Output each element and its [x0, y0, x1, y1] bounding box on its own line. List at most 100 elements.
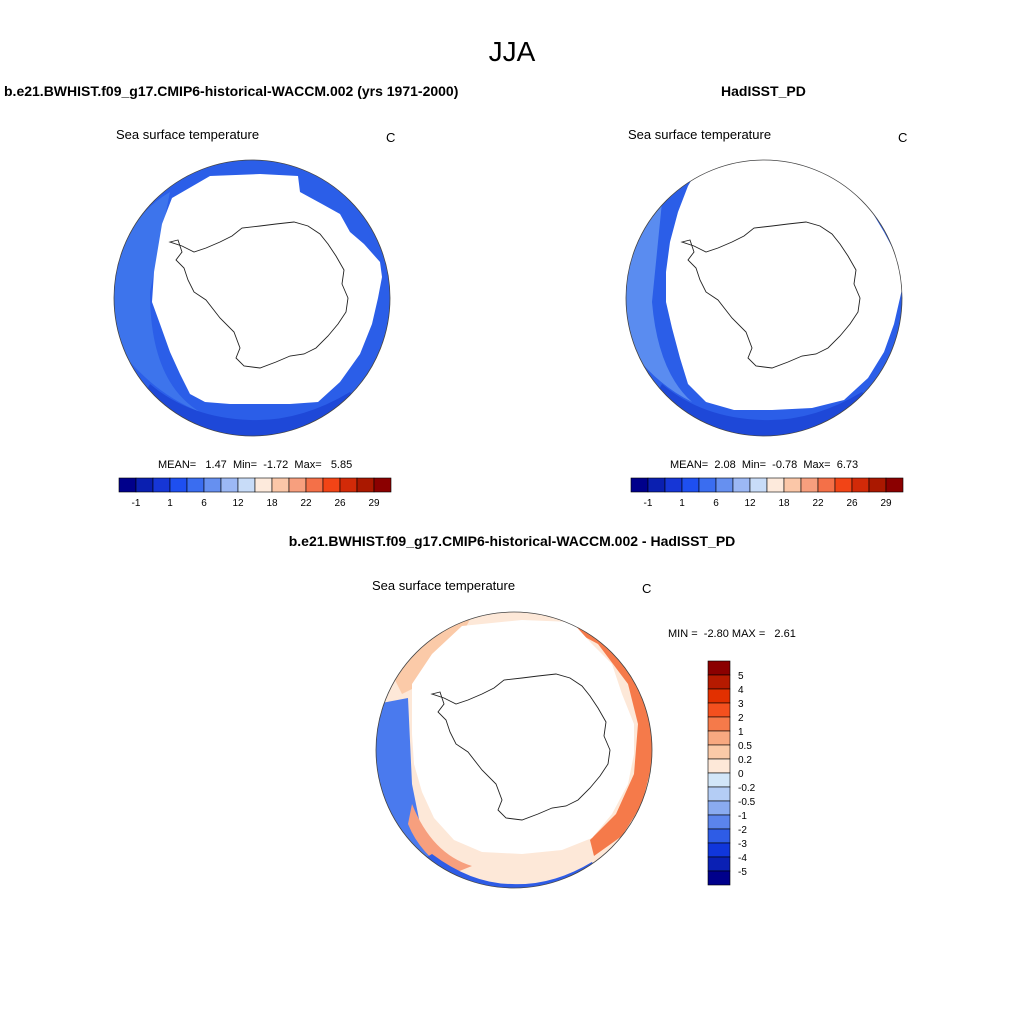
colorbar-cell — [707, 842, 731, 858]
colorbar-cell — [885, 477, 904, 493]
model-min-value: -1.72 — [263, 459, 289, 471]
colorbar-cell — [707, 772, 731, 788]
model-min-label: Min= — [232, 459, 258, 471]
obs-units-label: C — [898, 130, 908, 145]
colorbar-cell — [707, 758, 731, 774]
colorbar-tick-label: 4 — [738, 685, 744, 696]
colorbar-tick-label: -4 — [738, 853, 747, 864]
colorbar-cell — [707, 730, 731, 746]
diff-variable-label: Sea surface temperature — [372, 578, 516, 593]
colorbar-cell — [664, 477, 683, 493]
obs-polar-map — [625, 159, 903, 437]
colorbar-cell — [339, 477, 358, 493]
colorbar-cell — [851, 477, 870, 493]
model-sea-ice-mask — [152, 174, 382, 404]
colorbar-cell — [630, 477, 649, 493]
colorbar-tick-label: -0.5 — [738, 797, 756, 808]
colorbar-cell — [707, 660, 731, 676]
colorbar-tick-label: 3 — [738, 699, 744, 710]
colorbar-cell — [715, 477, 734, 493]
colorbar-cell — [817, 477, 836, 493]
obs-variable-label: Sea surface temperature — [628, 127, 772, 142]
obs-mean-value: 2.08 — [714, 459, 736, 471]
colorbar-cell — [800, 477, 819, 493]
colorbar-cell — [186, 477, 205, 493]
colorbar-cell — [868, 477, 887, 493]
diff-polar-map — [375, 611, 653, 889]
obs-panel-title: HadISST_PD — [721, 83, 806, 99]
colorbar-tick-label: 18 — [266, 498, 278, 509]
colorbar-tick-label: -3 — [738, 839, 747, 850]
model-warm-region — [114, 192, 200, 412]
model-mean-label: MEAN= — [158, 459, 197, 471]
diff-antarctica-coastline — [430, 673, 611, 821]
model-max-value: 5.85 — [330, 459, 353, 471]
model-panel-title: b.e21.BWHIST.f09_g17.CMIP6-historical-WA… — [4, 83, 459, 99]
model-variable-label: Sea surface temperature — [116, 127, 260, 142]
diff-min-label: MIN = — [668, 628, 698, 640]
colorbar-tick-label: -0.2 — [738, 783, 756, 794]
diff-units-label: C — [642, 581, 652, 596]
colorbar-cell — [118, 477, 137, 493]
colorbar-tick-label: 22 — [300, 498, 312, 509]
colorbar-cell — [749, 477, 768, 493]
colorbar-cell — [707, 702, 731, 718]
colorbar-cell — [698, 477, 717, 493]
colorbar-cell — [152, 477, 171, 493]
diff-min-value: -2.80 — [703, 628, 729, 640]
obs-sea-ice-mask — [666, 160, 902, 410]
figure-title: JJA — [488, 36, 536, 67]
diff-panel-title: b.e21.BWHIST.f09_g17.CMIP6-historical-WA… — [288, 533, 736, 549]
obs-antarctica-coastline — [680, 221, 861, 369]
colorbar-cell — [732, 477, 751, 493]
colorbar-tick-label: 26 — [334, 498, 346, 509]
obs-max-value: 6.73 — [836, 459, 859, 471]
model-antarctica-coastline — [168, 221, 349, 369]
diff-colorbar: 5 4 3 2 1 0.5 0.2 0 -0.2 -0.5 -1 -2 -3 -4 -5 — [707, 660, 756, 886]
colorbar-tick-label: 0.2 — [738, 755, 752, 766]
colorbar-cell — [766, 477, 785, 493]
colorbar-cell — [681, 477, 700, 493]
colorbar-tick-label: -2 — [738, 825, 747, 836]
colorbar-tick-label: 0 — [738, 769, 744, 780]
colorbar-cell — [647, 477, 666, 493]
colorbar-tick-label: -1 — [132, 498, 141, 509]
model-polar-map — [113, 159, 391, 437]
colorbar-cell — [834, 477, 853, 493]
colorbar-cell — [707, 716, 731, 732]
colorbar-cell — [322, 477, 341, 493]
colorbar-cell — [305, 477, 324, 493]
colorbar-tick-label: 22 — [812, 498, 824, 509]
colorbar-cell — [707, 744, 731, 760]
colorbar-tick-label: 1 — [738, 727, 744, 738]
obs-min-label: Min= — [741, 459, 767, 471]
model-map-boundary — [113, 159, 391, 437]
colorbar-cell — [707, 814, 731, 830]
obs-warm-region — [626, 202, 692, 402]
colorbar-cell — [271, 477, 290, 493]
colorbar-cell — [220, 477, 239, 493]
colorbar-tick-label: 1 — [679, 498, 685, 509]
colorbar-cell — [288, 477, 307, 493]
model-mean-value: 1.47 — [205, 459, 227, 471]
obs-min-value: -0.78 — [772, 459, 798, 471]
colorbar-cell — [203, 477, 222, 493]
diff-sea-ice-mask — [412, 620, 634, 854]
colorbar-cell — [237, 477, 256, 493]
colorbar-tick-label: -1 — [738, 811, 747, 822]
colorbar-cell — [707, 828, 731, 844]
obs-max-label: Max= — [803, 459, 831, 471]
colorbar-cell — [356, 477, 375, 493]
colorbar-tick-label: 18 — [778, 498, 790, 509]
colorbar-cell — [707, 800, 731, 816]
colorbar-cell — [373, 477, 392, 493]
colorbar-cell — [707, 786, 731, 802]
diff-map-boundary — [375, 611, 653, 889]
obs-mean-label: MEAN= — [670, 459, 709, 471]
colorbar-tick-label: -1 — [644, 498, 653, 509]
obs-map-boundary — [625, 159, 903, 437]
model-units-label: C — [386, 130, 396, 145]
colorbar-cell — [169, 477, 188, 493]
colorbar-tick-label: 6 — [201, 498, 207, 509]
colorbar-tick-label: 2 — [738, 713, 744, 724]
